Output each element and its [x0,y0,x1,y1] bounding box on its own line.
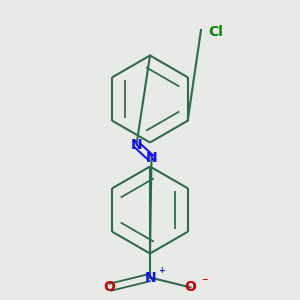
Text: $\mathregular{N}$: $\mathregular{N}$ [144,271,156,284]
Text: N: N [146,152,157,165]
Text: N: N [131,138,142,152]
Text: $\mathregular{^-}$: $\mathregular{^-}$ [200,277,209,287]
Text: $\mathregular{^+}$: $\mathregular{^+}$ [157,266,166,276]
Text: O: O [103,280,116,294]
Text: Cl: Cl [208,25,224,38]
Text: O: O [184,280,196,294]
